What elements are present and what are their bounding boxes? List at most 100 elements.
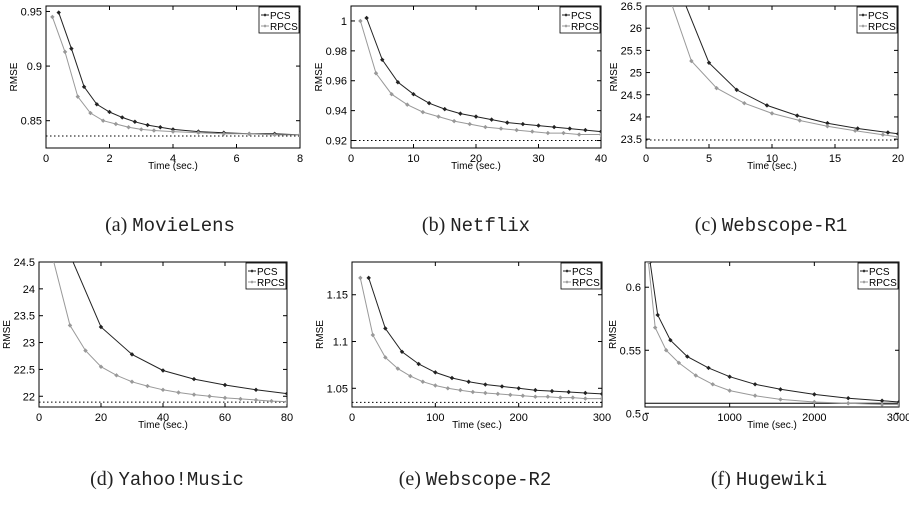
data-point-pcs bbox=[119, 115, 125, 120]
legend-box bbox=[559, 6, 601, 34]
data-point-rpcs bbox=[246, 131, 252, 137]
data-point-rpcs bbox=[433, 383, 438, 388]
legend-label: PCS bbox=[572, 267, 593, 278]
data-point-rpcs bbox=[221, 131, 227, 137]
data-point-rpcs bbox=[676, 360, 682, 366]
legend-marker bbox=[565, 269, 569, 273]
series-line-pcs bbox=[366, 17, 601, 133]
y-tick-label: 1.15 bbox=[327, 290, 348, 302]
data-point-rpcs bbox=[769, 111, 775, 116]
data-point-rpcs bbox=[778, 397, 783, 402]
series-line-rpcs bbox=[359, 277, 602, 400]
caption-dataset-name: Webscope-R1 bbox=[721, 215, 848, 237]
legend-label: PCS bbox=[270, 11, 291, 22]
plot-frame bbox=[45, 5, 301, 149]
data-point-rpcs bbox=[358, 18, 363, 24]
data-point-pcs bbox=[764, 103, 770, 108]
data-point-pcs bbox=[364, 15, 369, 21]
data-point-pcs bbox=[727, 374, 732, 379]
data-point-rpcs bbox=[50, 14, 55, 20]
series-line-pcs bbox=[72, 262, 287, 395]
data-point-rpcs bbox=[436, 114, 441, 119]
data-point-rpcs bbox=[508, 392, 513, 398]
data-point-rpcs bbox=[646, 262, 651, 265]
data-point-rpcs bbox=[742, 100, 747, 106]
plot-area bbox=[46, 10, 300, 138]
data-point-rpcs bbox=[238, 396, 243, 402]
data-point-rpcs bbox=[652, 325, 658, 330]
data-point-rpcs bbox=[483, 390, 488, 396]
data-point-pcs bbox=[895, 131, 898, 137]
caption-tag: (c) bbox=[694, 214, 722, 236]
data-point-rpcs bbox=[196, 130, 201, 135]
y-axis-label: RMSE bbox=[315, 320, 326, 349]
data-point-pcs bbox=[132, 119, 138, 125]
y-tick-label: 0.92 bbox=[326, 136, 347, 148]
data-point-pcs bbox=[778, 387, 783, 392]
x-tick-label: 0 bbox=[43, 153, 49, 165]
data-point-pcs bbox=[516, 386, 521, 391]
legend-label: PCS bbox=[868, 11, 889, 22]
data-point-rpcs bbox=[145, 383, 150, 389]
legend-label: PCS bbox=[257, 267, 278, 278]
legend-marker bbox=[564, 13, 568, 17]
y-tick-label: 23.5 bbox=[621, 134, 642, 146]
data-point-rpcs bbox=[395, 366, 401, 371]
legend-box bbox=[857, 262, 899, 290]
x-tick-label: 40 bbox=[595, 153, 607, 165]
data-point-rpcs bbox=[483, 124, 488, 130]
data-point-rpcs bbox=[558, 395, 563, 400]
x-axis-label: Time (sec.) bbox=[138, 420, 188, 431]
data-point-pcs bbox=[885, 130, 891, 135]
data-point-pcs bbox=[655, 312, 660, 318]
data-point-rpcs bbox=[98, 364, 104, 369]
data-point-pcs bbox=[442, 106, 447, 112]
data-point-rpcs bbox=[470, 389, 476, 395]
data-point-rpcs bbox=[825, 124, 830, 129]
data-point-rpcs bbox=[710, 382, 715, 387]
data-point-rpcs bbox=[373, 71, 379, 76]
x-tick-label: 0 bbox=[643, 153, 649, 165]
plot-frame bbox=[350, 5, 602, 149]
legend-box bbox=[560, 262, 602, 290]
x-tick-label: 100 bbox=[426, 412, 444, 424]
data-point-rpcs bbox=[207, 394, 212, 399]
x-tick-label: 4 bbox=[170, 153, 176, 165]
data-point-rpcs bbox=[408, 373, 413, 379]
x-tick-label: 15 bbox=[829, 153, 841, 165]
y-tick-label: 23 bbox=[23, 338, 35, 350]
data-point-pcs bbox=[129, 352, 135, 357]
y-tick-label: 24.5 bbox=[621, 90, 642, 102]
data-point-pcs bbox=[879, 398, 885, 403]
data-point-rpcs bbox=[139, 127, 144, 132]
subplot-caption: (c) Webscope-R1 bbox=[621, 214, 909, 237]
x-tick-label: 300 bbox=[593, 412, 611, 424]
data-point-pcs bbox=[458, 111, 463, 116]
data-point-rpcs bbox=[170, 129, 176, 134]
y-tick-label: 1.05 bbox=[327, 383, 348, 395]
plot-area bbox=[352, 275, 602, 403]
data-point-pcs bbox=[505, 120, 510, 125]
y-tick-label: 0.9 bbox=[27, 61, 42, 73]
data-point-rpcs bbox=[880, 132, 886, 137]
data-point-rpcs bbox=[514, 127, 519, 133]
plot-area bbox=[646, 6, 898, 141]
data-point-rpcs bbox=[358, 275, 363, 281]
y-axis-label: RMSE bbox=[2, 320, 13, 349]
legend-label: RPCS bbox=[868, 22, 896, 33]
caption-dataset-name: Netflix bbox=[450, 215, 531, 237]
data-point-pcs bbox=[62, 239, 66, 243]
data-point-rpcs bbox=[113, 121, 119, 127]
data-point-rpcs bbox=[114, 373, 119, 378]
series-line-pcs bbox=[649, 262, 899, 403]
data-point-pcs bbox=[395, 80, 401, 85]
legend-label: RPCS bbox=[270, 22, 298, 33]
plot-area bbox=[39, 239, 287, 404]
data-point-rpcs bbox=[445, 386, 451, 391]
y-tick-label: 0.98 bbox=[326, 46, 347, 58]
data-point-pcs bbox=[499, 384, 505, 389]
data-point-rpcs bbox=[253, 397, 259, 403]
